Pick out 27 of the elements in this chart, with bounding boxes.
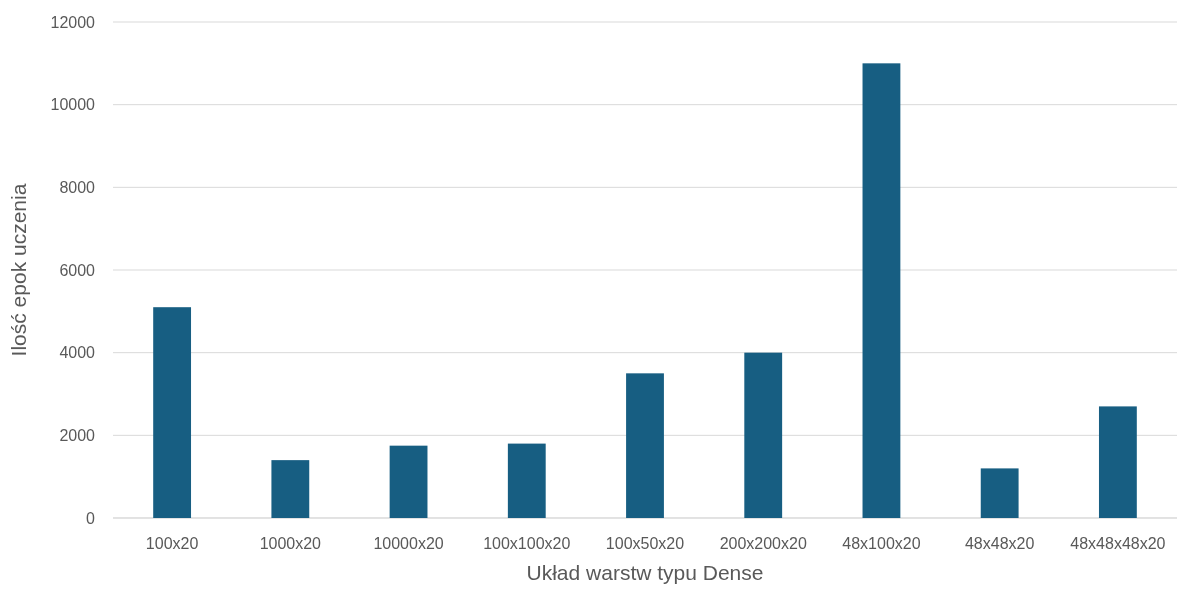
bar <box>271 460 310 518</box>
y-tick-label: 8000 <box>59 178 96 196</box>
x-tick-label: 1000x20 <box>259 535 322 552</box>
x-tick-label: 100x50x20 <box>605 535 685 552</box>
x-tick-label: 48x48x48x20 <box>1070 535 1166 552</box>
bar <box>626 373 664 518</box>
x-axis-title: Układ warstw typu Dense <box>526 561 764 584</box>
x-tick-label: 10000x20 <box>373 535 444 552</box>
bar <box>389 445 428 518</box>
bar <box>980 468 1019 518</box>
x-tick-label: 200x200x20 <box>719 535 807 552</box>
bar <box>507 443 546 518</box>
x-tick-label: 100x100x20 <box>483 535 571 552</box>
y-tick-label: 4000 <box>59 344 96 362</box>
x-tick-label: 48x100x20 <box>842 535 921 552</box>
y-axis-title: Ilość epok uczenia <box>7 183 30 357</box>
y-tick-label: 0 <box>86 509 96 527</box>
bar <box>862 63 901 518</box>
y-tick-label: 6000 <box>59 261 96 279</box>
x-tick-label: 48x48x20 <box>964 535 1035 552</box>
bar <box>744 352 783 518</box>
bar <box>153 307 192 518</box>
x-tick-label: 100x20 <box>145 535 199 552</box>
bar <box>1098 406 1137 518</box>
y-tick-label: 12000 <box>50 13 96 31</box>
y-tick-label: 10000 <box>50 96 96 114</box>
y-tick-label: 2000 <box>59 426 96 444</box>
